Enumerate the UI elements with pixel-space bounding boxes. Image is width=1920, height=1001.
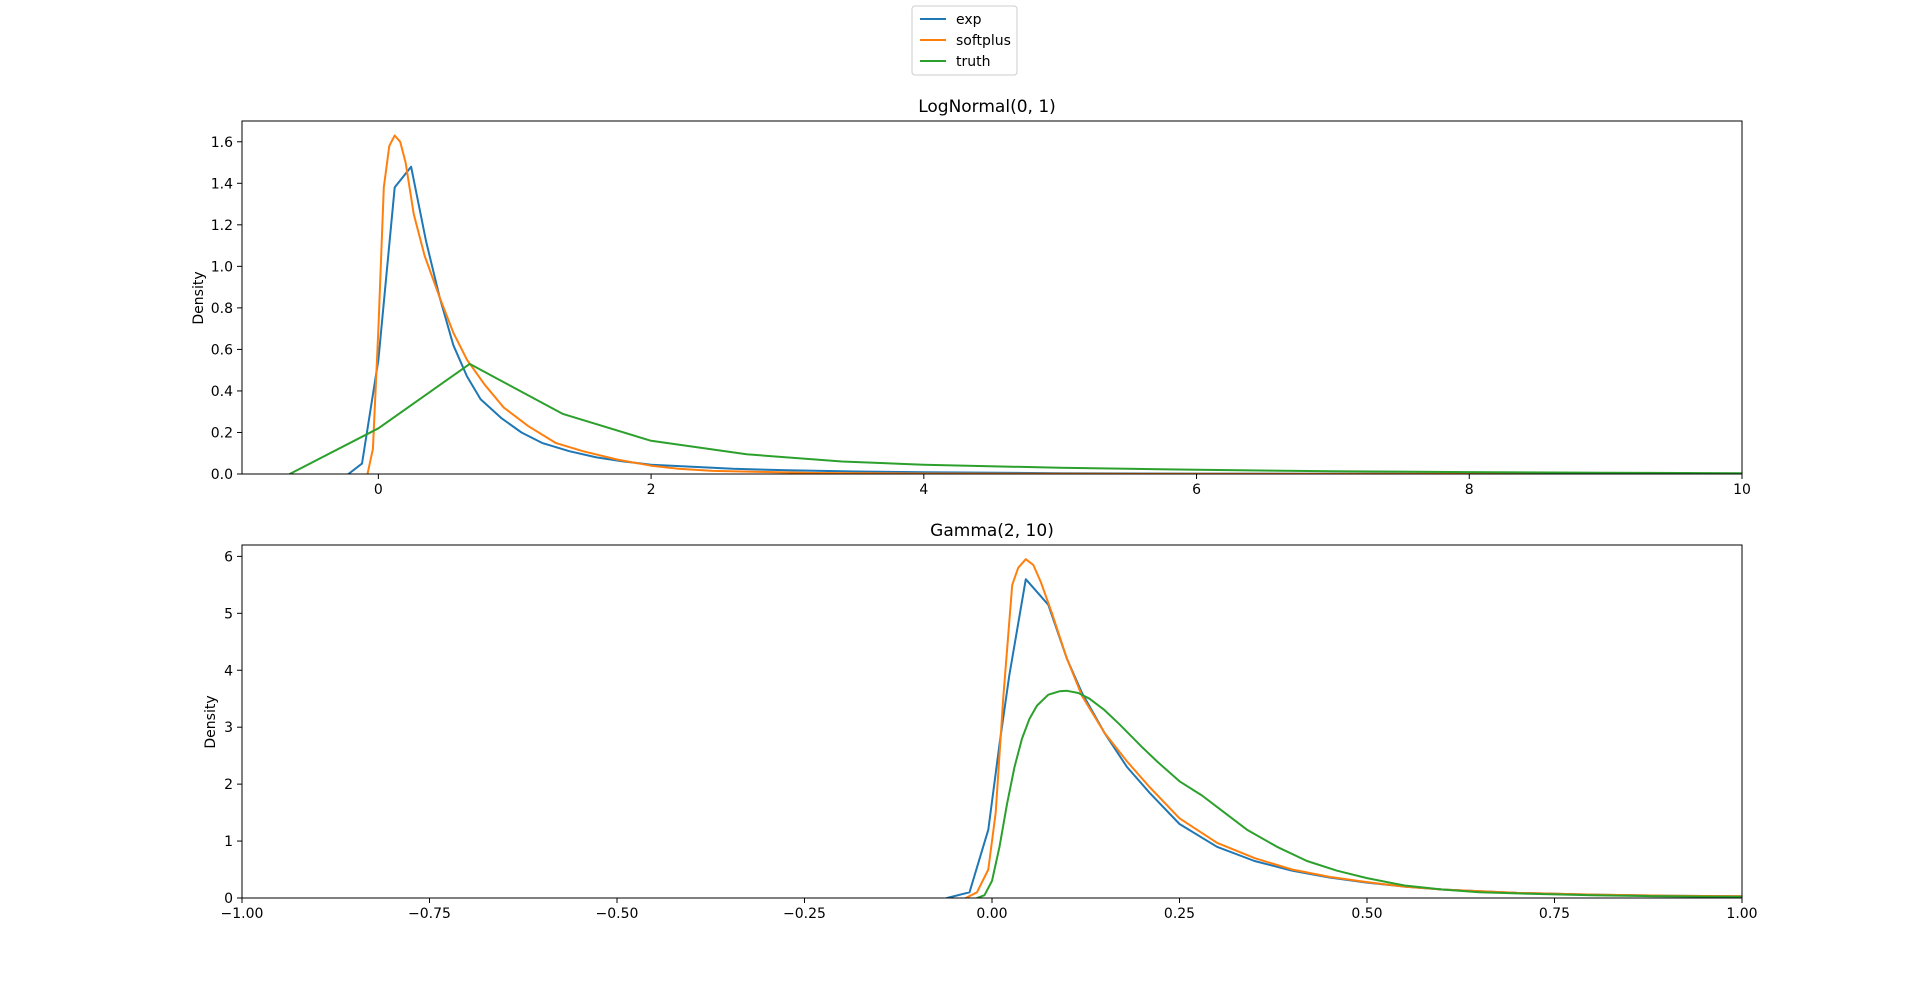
x-tick-label: −0.25 xyxy=(783,906,826,922)
y-tick-label: 5 xyxy=(224,606,233,622)
legend-label-softplus: softplus xyxy=(956,33,1011,49)
series-line-exp xyxy=(347,165,1742,474)
x-tick-label: 0.50 xyxy=(1351,906,1382,922)
legend-label-exp: exp xyxy=(956,12,982,28)
x-tick-label: 4 xyxy=(919,482,928,498)
x-tick-label: −0.50 xyxy=(596,906,639,922)
x-tick-label: 0 xyxy=(374,482,383,498)
y-tick-label: 0.6 xyxy=(211,342,233,358)
x-tick-label: 8 xyxy=(1465,482,1474,498)
curves xyxy=(946,558,1742,898)
y-tick-label: 0.4 xyxy=(211,384,233,400)
y-tick-label: 1.4 xyxy=(211,176,233,192)
x-tick-label: 2 xyxy=(647,482,656,498)
y-tick-label: 0 xyxy=(224,891,233,907)
y-tick-label: 0.8 xyxy=(211,301,233,317)
y-tick-label: 0.2 xyxy=(211,425,233,441)
axes-frame xyxy=(241,120,1743,475)
y-tick-label: 6 xyxy=(224,549,233,565)
y-tick-label: 1.0 xyxy=(211,259,233,275)
x-tick-label: 1.00 xyxy=(1726,906,1757,922)
y-tick-label: 3 xyxy=(224,720,233,736)
legend-label-truth: truth xyxy=(956,54,990,70)
x-tick-label: 0.75 xyxy=(1539,906,1570,922)
y-tick-label: 1.2 xyxy=(211,218,233,234)
legend-frame xyxy=(911,5,1018,76)
y-axis-label: Density xyxy=(203,695,219,748)
ticks: −1.00 −0.75 −0.50 −0.25 0.00 0.25 0.50 0.75 1.00… xyxy=(221,549,1758,922)
panel-title: LogNormal(0, 1) xyxy=(918,97,1056,117)
curves xyxy=(288,134,1742,474)
axes-frame xyxy=(241,544,1743,899)
x-tick-label: 10 xyxy=(1733,482,1751,498)
y-axis-label: Density xyxy=(191,271,207,324)
panel-lognormal: LogNormal(0, 1) Density 0 2 4 6 8 10 0.0 0.2 0.4… xyxy=(191,97,1751,498)
y-tick-label: 0.0 xyxy=(211,467,233,483)
x-tick-label: 0.00 xyxy=(976,906,1007,922)
x-tick-label: −0.75 xyxy=(408,906,451,922)
panel-gamma: Gamma(2, 10) Density −1.00 −0.75 −0.50 −0.2… xyxy=(203,521,1758,922)
y-tick-label: 4 xyxy=(224,663,233,679)
y-tick-label: 2 xyxy=(224,777,233,793)
series-line-truth xyxy=(976,689,1742,898)
series-line-truth xyxy=(288,362,1742,474)
x-tick-label: 6 xyxy=(1192,482,1201,498)
panel-title: Gamma(2, 10) xyxy=(930,521,1054,541)
series-line-softplus xyxy=(366,134,1742,474)
x-tick-label: 0.25 xyxy=(1164,906,1195,922)
x-tick-label: −1.00 xyxy=(221,906,264,922)
y-tick-label: 1.6 xyxy=(211,135,233,151)
legend: exp softplus truth xyxy=(911,5,1018,76)
ticks: 0 2 4 6 8 10 0.0 0.2 0.4 0.6 0.8 1.0 1.2 1.4 1.6 xyxy=(211,135,1751,498)
y-tick-label: 1 xyxy=(224,834,233,850)
